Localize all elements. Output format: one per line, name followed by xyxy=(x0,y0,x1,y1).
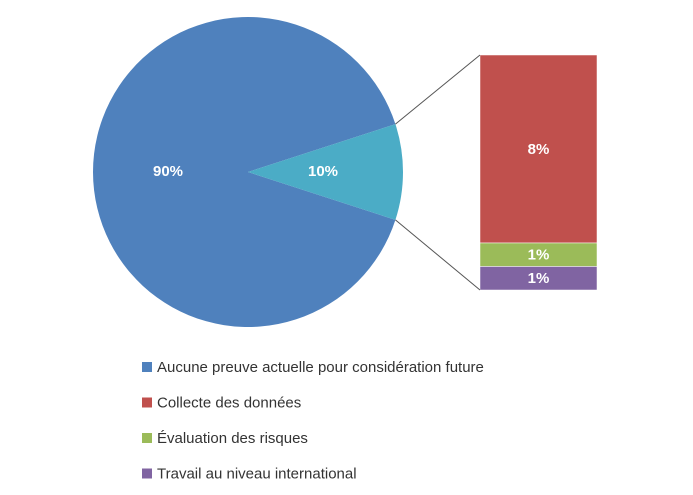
legend-swatch xyxy=(142,468,152,479)
legend-swatch xyxy=(142,362,152,372)
segment-label: 8% xyxy=(528,141,550,158)
pie-slice xyxy=(248,124,403,220)
pie-slice xyxy=(92,16,396,327)
bar-segment xyxy=(479,266,598,291)
bar-segment xyxy=(479,54,598,244)
connector xyxy=(395,54,481,125)
segment-label: 1% xyxy=(528,270,550,287)
slice-label: 90% xyxy=(153,163,183,180)
legend-label: Aucune preuve actuelle pour considératio… xyxy=(157,359,484,376)
legend-label: Collecte des données xyxy=(157,394,301,411)
segment-label: 1% xyxy=(528,247,550,264)
legend-label: Travail au niveau international xyxy=(157,465,357,482)
connector xyxy=(395,219,481,291)
legend-label: Évaluation des risques xyxy=(157,430,308,447)
slice-label: 10% xyxy=(308,163,338,180)
legend-swatch xyxy=(142,397,152,408)
legend-swatch xyxy=(142,433,152,443)
